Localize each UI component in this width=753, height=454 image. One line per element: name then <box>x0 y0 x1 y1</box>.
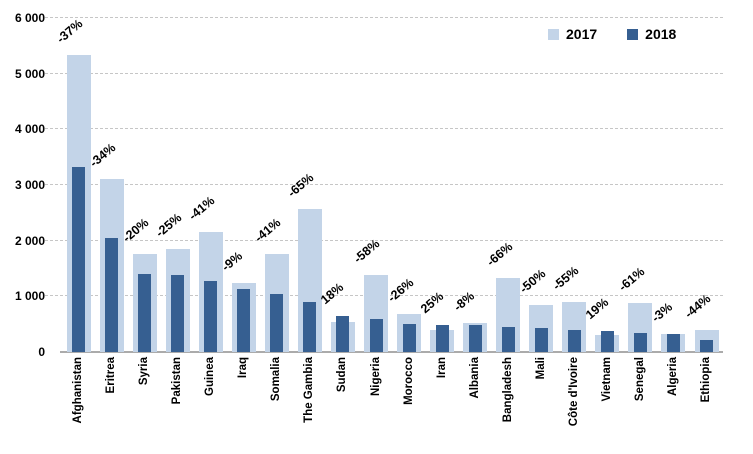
bar-2018-eritrea <box>105 237 119 352</box>
change-percent-label: -25% <box>153 210 185 240</box>
x-category-label: Syria <box>138 357 151 386</box>
gridline-6000 <box>45 17 723 18</box>
x-category-label: Vietnam <box>600 357 613 402</box>
x-category-label: The Gambia <box>303 357 316 423</box>
gridline-3000 <box>45 184 723 185</box>
x-category-label: Iran <box>435 357 448 379</box>
x-category-label: Nigeria <box>369 357 382 396</box>
change-percent-label: -55% <box>549 263 582 293</box>
bar-2018-ethiopia <box>700 339 713 352</box>
x-category-label: Pakistan <box>171 357 184 405</box>
x-category-label: Albania <box>468 357 481 399</box>
x-category-label: Eritrea <box>105 357 118 394</box>
bar-2018-senegal <box>633 332 647 352</box>
legend-swatch-2018-icon <box>627 28 639 40</box>
x-category-label: Mali <box>534 357 547 380</box>
legend-swatch-2017-icon <box>548 28 559 40</box>
change-percent-label: -34% <box>87 140 119 171</box>
bar-2018-pakistan <box>171 274 185 352</box>
change-percent-label: -37% <box>54 16 86 46</box>
legend-label-2017: 2017 <box>566 26 598 42</box>
y-tick-label: 5 000 <box>14 66 45 81</box>
bar-2018-morocco <box>402 323 416 352</box>
x-axis-line <box>60 351 723 353</box>
x-category-label: Morocco <box>402 357 415 405</box>
bar-2018-mali <box>534 328 548 352</box>
bar-2018-afghanistan <box>72 166 85 352</box>
legend-item-2017: 2017 <box>548 26 597 42</box>
change-percent-label: -8% <box>450 288 477 314</box>
y-tick-label: 3 000 <box>14 178 45 192</box>
bar-2018-algeria <box>666 334 680 352</box>
x-category-label: Guinea <box>204 357 217 396</box>
change-percent-label: -41% <box>186 193 218 224</box>
change-percent-label: -9% <box>219 248 246 274</box>
bar-2018-nigeria <box>369 319 383 352</box>
change-percent-label: -50% <box>516 266 549 296</box>
change-percent-label: 25% <box>417 288 446 316</box>
legend-item-2018: 2018 <box>627 26 676 42</box>
bar-2018-vietnam <box>600 331 614 352</box>
bar-2018-c-te-d-ivoire <box>567 329 581 352</box>
gridline-2000 <box>45 239 723 241</box>
legend-label-2018: 2018 <box>645 26 677 42</box>
y-tick-label: 6 000 <box>14 11 45 25</box>
plot-area: -37% -34% -20% -25% -41% -9% -41% -65% 18% -58% -2… <box>45 16 723 353</box>
legend: 2017 2018 <box>548 26 676 42</box>
x-category-label: Iraq <box>237 357 250 379</box>
y-tick-label: 1 000 <box>14 289 45 304</box>
bar-2018-syria <box>138 273 152 352</box>
gridline-5000 <box>45 72 723 74</box>
bar-2018-bangladesh <box>501 326 515 352</box>
gridline-4000 <box>45 128 723 130</box>
x-category-label: Ethiopia <box>700 357 712 403</box>
x-category-label: Algeria <box>666 357 679 396</box>
change-percent-label: 19% <box>582 295 611 323</box>
x-category-label: Somalia <box>270 357 283 402</box>
bar-2018-iran <box>435 324 449 352</box>
bar-2018-the-gambia <box>303 301 317 352</box>
bar-2018-guinea <box>204 281 218 352</box>
change-percent-label: 18% <box>318 280 347 308</box>
y-tick-label: 4 000 <box>14 122 45 137</box>
bar-2018-somalia <box>270 294 284 352</box>
change-percent-label: -3% <box>648 299 675 325</box>
change-percent-label: -26% <box>384 275 416 305</box>
x-category-label: Côte d'Ivoire <box>567 357 580 427</box>
x-category-label: Bangladesh <box>501 357 514 423</box>
change-percent-label: -61% <box>615 264 648 294</box>
x-category-label: Afghanistan <box>72 357 84 424</box>
y-tick-label: 2 000 <box>14 233 45 248</box>
y-tick-label: 0 <box>38 345 45 359</box>
x-category-label: Senegal <box>633 357 646 402</box>
bar-2018-sudan <box>336 316 350 352</box>
bar-2018-albania <box>468 324 482 352</box>
bar-2018-iraq <box>237 289 251 352</box>
change-percent-label: -65% <box>285 170 317 200</box>
x-category-label: Sudan <box>336 357 349 393</box>
change-percent-label: -66% <box>483 239 515 269</box>
